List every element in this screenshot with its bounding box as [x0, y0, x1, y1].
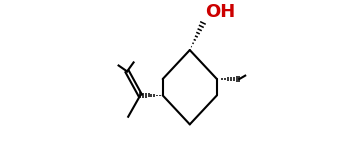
Text: OH: OH — [205, 3, 235, 21]
